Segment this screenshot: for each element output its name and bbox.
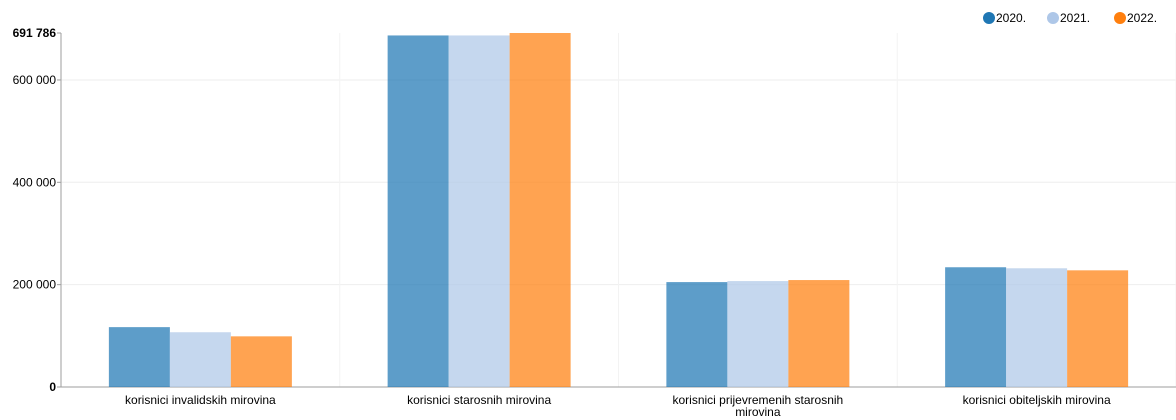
- bar-2022-3: [788, 280, 850, 387]
- y-tick-label: 400 000: [13, 175, 57, 189]
- y-tick-label: 0: [49, 380, 56, 394]
- legend-swatch-icon: [1114, 12, 1126, 24]
- legend-swatch-icon: [983, 12, 995, 24]
- legend: 2020. 2021. 2022.: [983, 11, 1157, 25]
- bar-2021-3: [727, 281, 789, 387]
- y-max-label: 691 786: [13, 26, 57, 40]
- x-category-label: korisnici invalidskih mirovina: [125, 393, 276, 407]
- legend-item[interactable]: 2020.: [983, 11, 1026, 25]
- bar-2020-1: [108, 327, 170, 387]
- bar-2020-2: [387, 35, 449, 387]
- y-axis-ticks: 0 200 000 400 000 600 000 691 786: [13, 26, 61, 394]
- legend-label: 2020.: [996, 11, 1026, 25]
- legend-item[interactable]: 2021.: [1047, 11, 1090, 25]
- bar-2021-2: [448, 35, 510, 387]
- y-tick-label: 600 000: [13, 73, 57, 87]
- y-tick-label: 200 000: [13, 278, 57, 292]
- bar-2022-1: [230, 336, 292, 387]
- bars: [108, 33, 1129, 387]
- bar-2021-4: [1006, 268, 1068, 387]
- x-axis-category-labels: korisnici invalidskih mirovina korisnici …: [125, 393, 1111, 419]
- legend-label: 2021.: [1060, 11, 1090, 25]
- bar-2020-4: [945, 267, 1007, 387]
- bar-2020-3: [666, 282, 728, 387]
- bar-2022-4: [1067, 270, 1129, 387]
- bar-2021-1: [169, 332, 231, 387]
- x-category-label: korisnici obiteljskih mirovina: [963, 393, 1111, 407]
- legend-swatch-icon: [1047, 12, 1059, 24]
- legend-item[interactable]: 2022.: [1114, 11, 1157, 25]
- legend-label: 2022.: [1127, 11, 1157, 25]
- bar-2022-2: [509, 33, 571, 387]
- x-category-label: korisnici starosnih mirovina: [407, 393, 551, 407]
- x-category-label: korisnici prijevremenih starosnih mirovin…: [673, 393, 844, 419]
